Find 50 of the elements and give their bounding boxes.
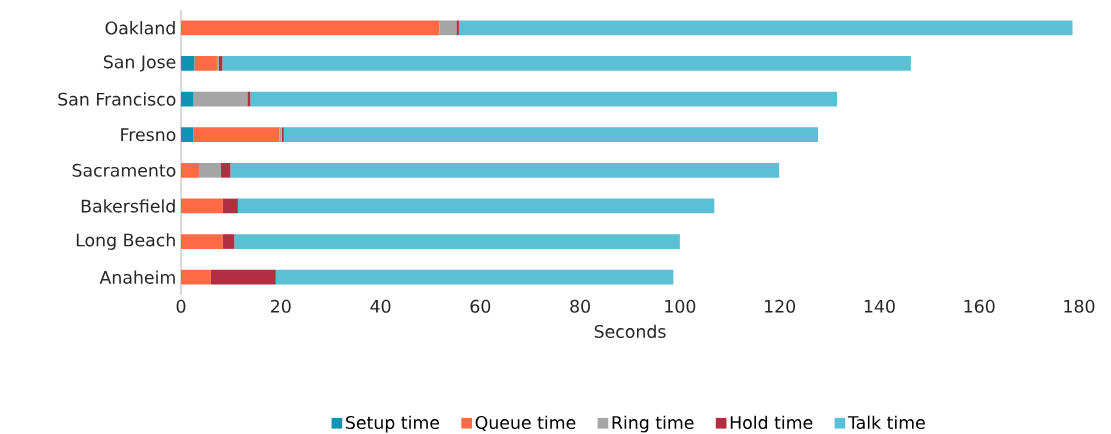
- x-axis-title: Seconds: [594, 324, 666, 339]
- bar: [283, 127, 819, 143]
- x-tick-label: 100: [665, 299, 696, 313]
- bar: [458, 20, 1073, 36]
- y-tick-label: Fresno: [121, 128, 176, 142]
- x-tick-label: 180: [1064, 299, 1095, 313]
- y-tick-label: Bakersfield: [81, 199, 175, 213]
- x-tick-label: 160: [964, 299, 995, 313]
- y-tick-label: San Jose: [103, 55, 176, 72]
- bar: [193, 91, 248, 107]
- y-tick-label: Oakland: [105, 21, 175, 35]
- bar: [439, 20, 457, 36]
- bar: [222, 56, 911, 71]
- x-tick-label: 0: [176, 299, 186, 313]
- legend-label: Talk time: [847, 415, 925, 430]
- legend-label: Hold time: [730, 415, 813, 430]
- x-tick-label: 40: [370, 299, 391, 313]
- x-tick-label: 80: [570, 299, 590, 313]
- bar: [210, 269, 276, 285]
- bar: [220, 162, 231, 178]
- bar: [194, 56, 217, 71]
- x-tick-label: 120: [765, 299, 796, 313]
- bar: [181, 269, 211, 285]
- bar: [237, 198, 715, 214]
- y-tick-label: San Francisco: [58, 92, 176, 106]
- bar: [181, 56, 195, 71]
- bar: [222, 234, 235, 249]
- bar: [456, 20, 459, 36]
- legend-label: Ring time: [612, 415, 694, 433]
- bar: [181, 20, 440, 36]
- legend-label: Queue time: [475, 415, 576, 432]
- y-tick-label: Anaheim: [99, 270, 175, 284]
- bar: [247, 91, 251, 107]
- bar: [275, 269, 674, 285]
- bar: [198, 162, 221, 178]
- x-tick-label: 140: [864, 299, 895, 313]
- bar: [250, 91, 838, 107]
- x-tick-label: 60: [470, 299, 491, 313]
- bar: [181, 198, 223, 214]
- bar: [193, 127, 280, 143]
- bar: [230, 162, 780, 178]
- bar: [181, 127, 194, 143]
- bar: [181, 234, 223, 249]
- bar: [181, 162, 199, 178]
- legend-label: Setup time: [346, 415, 440, 433]
- x-tick-label: 20: [271, 299, 291, 313]
- y-tick-label: Sacramento: [72, 163, 176, 177]
- y-tick-label: Long Beach: [76, 233, 175, 250]
- bar: [222, 198, 238, 214]
- bar: [234, 234, 680, 249]
